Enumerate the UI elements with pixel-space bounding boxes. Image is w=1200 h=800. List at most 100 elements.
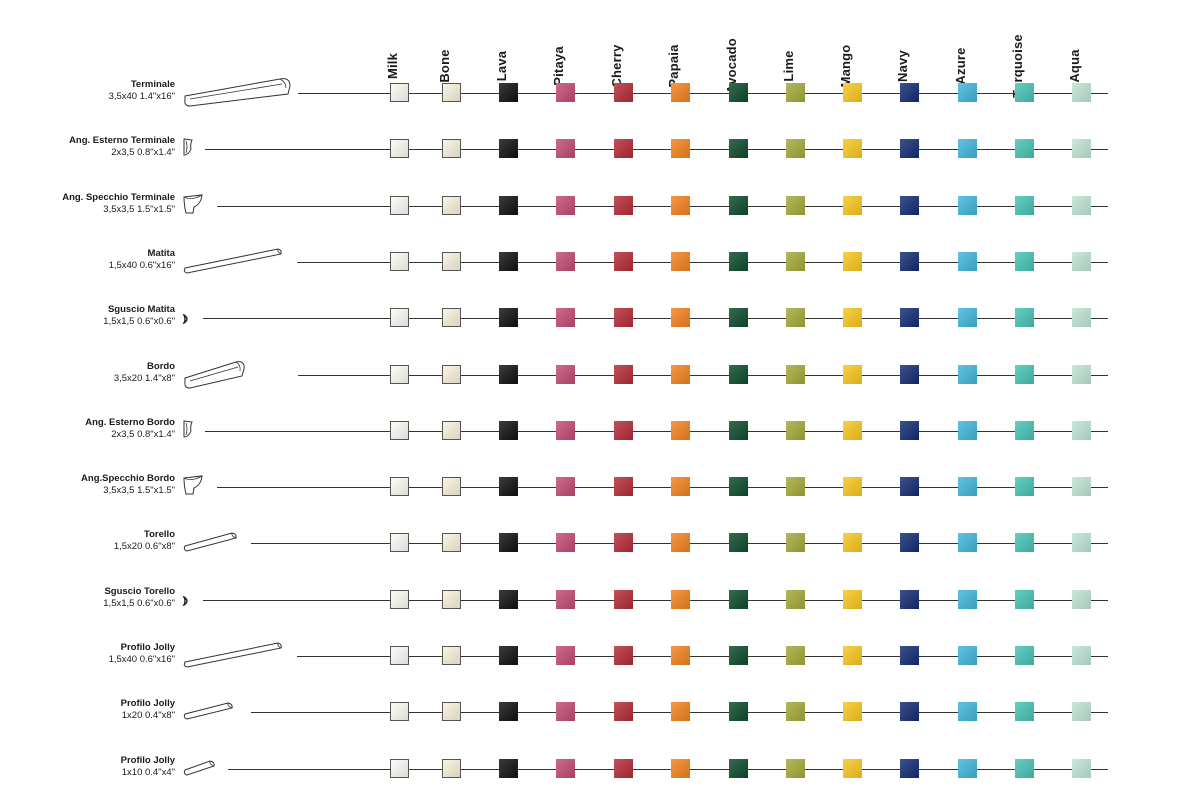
table-row: Ang. Esterno Terminale 2x3,5 0.8"x1.4" <box>0 121 1200 177</box>
swatch-cherry <box>614 758 633 778</box>
swatch-pitaya <box>556 83 575 102</box>
table-row: Sguscio Matita 1,5x1,5 0.6"x0.6" <box>0 290 1200 346</box>
piece-name: Profilo Jolly <box>120 698 175 710</box>
piece-size: 1,5x1,5 0.6"x0.6" <box>103 316 175 328</box>
row-connector-line <box>298 93 1108 94</box>
piece-mid-rod-drawing <box>182 530 238 557</box>
swatch-lime <box>786 139 805 159</box>
color-header-mango: Mango <box>833 0 873 88</box>
swatch-milk <box>390 83 409 102</box>
swatch-bone <box>442 533 461 553</box>
swatch-turquoise <box>1015 702 1034 722</box>
piece-name: Ang. Esterno Terminale <box>69 135 175 147</box>
swatch-milk <box>390 308 409 328</box>
swatch-milk <box>390 589 409 609</box>
swatch-cherry <box>614 533 633 553</box>
swatch-papaia <box>671 195 690 215</box>
swatch-aqua <box>1072 702 1091 722</box>
swatch-navy <box>900 420 919 440</box>
piece-size: 3,5x3,5 1.5"x1.5" <box>103 485 175 497</box>
piece-short-rod-drawing <box>182 700 234 725</box>
swatch-cherry <box>614 589 633 609</box>
swatch-aqua <box>1072 83 1091 102</box>
swatch-milk <box>390 139 409 159</box>
swatch-mango <box>843 83 862 102</box>
swatch-bone <box>442 702 461 722</box>
swatch-avocado <box>729 139 748 159</box>
swatch-papaia <box>671 83 690 102</box>
swatch-turquoise <box>1015 83 1034 102</box>
swatch-mango <box>843 758 862 778</box>
table-row: Torello 1,5x20 0.6"x8" <box>0 515 1200 571</box>
piece-name: Terminale <box>130 79 175 90</box>
piece-mid-trim-drawing <box>182 356 247 395</box>
piece-size: 2x3,5 0.8"x1.4" <box>111 428 175 440</box>
swatch-azure <box>958 139 977 159</box>
swatch-navy <box>900 251 919 271</box>
swatch-turquoise <box>1015 533 1034 553</box>
swatch-navy <box>900 702 919 722</box>
piece-name: Bordo <box>147 360 175 372</box>
row-connector-line <box>205 430 1108 432</box>
piece-block-drawing <box>182 474 204 501</box>
swatch-cherry <box>614 477 633 497</box>
swatch-azure <box>958 702 977 722</box>
piece-block-drawing <box>182 193 204 220</box>
swatch-lime <box>786 477 805 497</box>
swatch-aqua <box>1072 364 1091 384</box>
swatch-papaia <box>671 251 690 271</box>
swatch-navy <box>900 195 919 215</box>
swatch-milk <box>390 758 409 778</box>
swatch-lime <box>786 308 805 328</box>
swatch-turquoise <box>1015 139 1034 159</box>
swatch-lava <box>499 139 518 159</box>
swatch-azure <box>958 420 977 440</box>
swatch-aqua <box>1072 646 1091 665</box>
swatch-papaia <box>671 308 690 328</box>
table-row: Terminale 3,5x40 1.4"x16" <box>0 65 1200 121</box>
table-row: Bordo 3,5x20 1.4"x8" <box>0 347 1200 403</box>
piece-name: Ang.Specchio Bordo <box>81 473 175 485</box>
swatch-lime <box>786 589 805 609</box>
swatch-lime <box>786 83 805 102</box>
color-header-lime: Lime <box>776 0 816 81</box>
piece-label: Ang. Esterno Bordo 2x3,5 0.8"x1.4" <box>5 417 175 441</box>
piece-label: Sguscio Torello 1,5x1,5 0.6"x0.6" <box>5 586 175 610</box>
swatch-azure <box>958 195 977 215</box>
swatch-pitaya <box>556 646 575 665</box>
color-header-papaia: Papaia <box>661 0 701 87</box>
swatch-turquoise <box>1015 195 1034 215</box>
swatch-mango <box>843 702 862 722</box>
swatch-mango <box>843 646 862 665</box>
swatch-lava <box>499 758 518 778</box>
swatch-navy <box>900 589 919 609</box>
table-row: Profilo Jolly 1x10 0.4"x4" <box>0 741 1200 797</box>
row-connector-line <box>217 205 1108 207</box>
swatch-pitaya <box>556 589 575 609</box>
color-header-lava: Lava <box>489 0 529 81</box>
swatch-papaia <box>671 589 690 609</box>
swatch-avocado <box>729 251 748 271</box>
swatch-lime <box>786 702 805 722</box>
piece-label: Ang.Specchio Bordo 3,5x3,5 1.5"x1.5" <box>5 473 175 497</box>
swatch-lava <box>499 646 518 665</box>
swatch-cherry <box>614 83 633 102</box>
row-connector-line <box>203 318 1108 320</box>
piece-size: 1,5x20 0.6"x8" <box>113 541 175 553</box>
swatch-azure <box>958 589 977 609</box>
swatch-turquoise <box>1015 646 1034 665</box>
swatch-azure <box>958 251 977 271</box>
swatch-lava <box>499 589 518 609</box>
swatch-azure <box>958 646 977 665</box>
swatch-lava <box>499 420 518 440</box>
piece-long-rod-drawing <box>182 246 284 279</box>
color-header-avocado: Avocado <box>719 0 759 94</box>
swatch-avocado <box>729 477 748 497</box>
swatch-milk <box>390 251 409 271</box>
swatch-bone <box>442 139 461 159</box>
swatch-turquoise <box>1015 251 1034 271</box>
piece-label: Profilo Jolly 1x10 0.4"x4" <box>5 755 175 779</box>
swatch-aqua <box>1072 477 1091 497</box>
swatch-pitaya <box>556 364 575 384</box>
swatch-lava <box>499 364 518 384</box>
